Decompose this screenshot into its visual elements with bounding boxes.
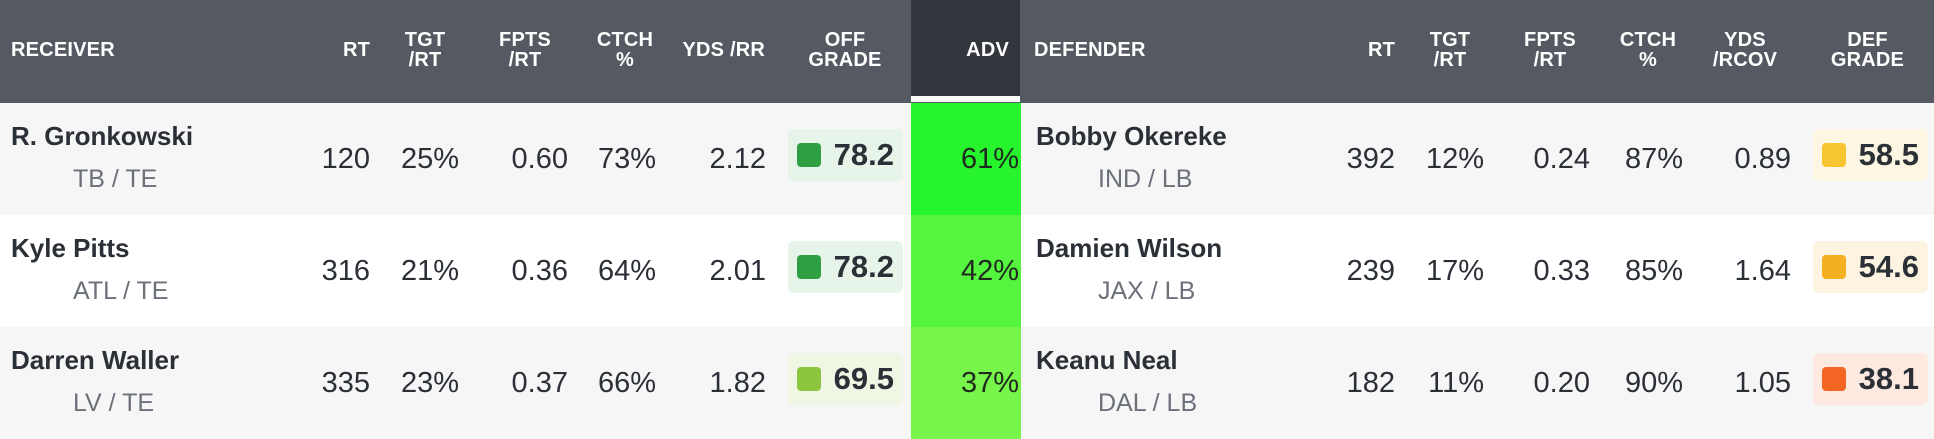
def-grade-badge: 38.1 [1813, 353, 1928, 405]
d-yds-rcov-cell: 1.64 [1734, 254, 1791, 287]
receiver-team-position: ATL / TE [73, 277, 169, 305]
receiver-team-position: TB / TE [73, 165, 158, 193]
header-d-ctch[interactable]: CTCH% [1619, 29, 1677, 71]
tgt-rt-cell: 21% [400, 254, 459, 287]
receiver-cell[interactable]: Kyle Pitts ATL / TE [11, 215, 271, 327]
yds-rr-cell: 2.01 [709, 254, 766, 287]
fpts-rt-cell: 0.60 [511, 142, 568, 175]
defender-cell[interactable]: Bobby Okereke IND / LB [1036, 103, 1296, 215]
adv-header-bg [911, 0, 1020, 96]
d-ctch-cell: 85% [1624, 254, 1683, 287]
header-receiver[interactable]: RECEIVER [11, 39, 115, 61]
d-rt-cell: 182 [1346, 366, 1395, 399]
def-grade-badge: 54.6 [1813, 241, 1928, 293]
header-yds-rr[interactable]: YDS /RR [682, 39, 765, 61]
off-grade-value: 78.2 [833, 137, 894, 172]
yds-rr-cell: 1.82 [709, 366, 766, 399]
receiver-team-position: LV / TE [73, 389, 155, 417]
defender-name[interactable]: Damien Wilson [1036, 233, 1223, 263]
d-tgt-rt-cell: 11% [1428, 366, 1484, 399]
fpts-rt-cell: 0.36 [511, 254, 568, 287]
def-grade-value: 54.6 [1858, 249, 1919, 284]
tgt-rt-cell: 23% [400, 366, 459, 399]
d-fpts-rt-cell: 0.24 [1533, 142, 1590, 175]
receiver-name[interactable]: R. Gronkowski [11, 121, 194, 151]
header-adv[interactable]: ADV [966, 39, 1009, 61]
d-rt-cell: 392 [1346, 142, 1395, 175]
header-fpts-rt[interactable]: FPTS/RT [499, 29, 551, 71]
off-grade-value: 78.2 [833, 249, 894, 284]
header-d-rt[interactable]: RT [1367, 39, 1395, 61]
fpts-rt-cell: 0.37 [511, 366, 568, 399]
header-off-grade[interactable]: OFF GRADE [808, 29, 882, 71]
header-d-yds-rcov[interactable]: YDS/RCOV [1712, 29, 1778, 71]
adv-cell: 37% [911, 327, 1021, 439]
defender-team-position: DAL / LB [1098, 389, 1198, 417]
d-ctch-cell: 90% [1624, 366, 1683, 399]
rt-cell: 316 [321, 254, 370, 287]
header-defender[interactable]: DEFENDER [1034, 39, 1146, 61]
grade-color-icon [1822, 255, 1846, 279]
defender-cell[interactable]: Damien Wilson JAX / LB [1036, 215, 1296, 327]
off-grade-value: 69.5 [833, 361, 894, 396]
defender-name[interactable]: Keanu Neal [1036, 345, 1178, 375]
ctch-cell: 73% [597, 142, 656, 175]
rt-cell: 120 [321, 142, 370, 175]
adv-header-underline [911, 96, 1020, 102]
header-d-fpts-rt[interactable]: FPTS/RT [1524, 29, 1576, 71]
def-grade-badge: 58.5 [1813, 129, 1928, 181]
rt-cell: 335 [321, 366, 370, 399]
d-fpts-rt-cell: 0.33 [1533, 254, 1590, 287]
grade-color-icon [797, 367, 821, 391]
grade-color-icon [797, 255, 821, 279]
d-tgt-rt-cell: 12% [1425, 142, 1484, 175]
def-grade-value: 58.5 [1858, 137, 1919, 172]
yds-rr-cell: 2.12 [709, 142, 766, 175]
d-fpts-rt-cell: 0.20 [1533, 366, 1590, 399]
d-tgt-rt-cell: 17% [1425, 254, 1484, 287]
tgt-rt-cell: 25% [400, 142, 459, 175]
off-grade-badge: 69.5 [788, 353, 903, 405]
grade-color-icon [1822, 143, 1846, 167]
off-grade-badge: 78.2 [788, 129, 903, 181]
defender-cell[interactable]: Keanu Neal DAL / LB [1036, 327, 1296, 439]
adv-cell: 42% [911, 215, 1021, 327]
grade-color-icon [797, 143, 821, 167]
grade-color-icon [1822, 367, 1846, 391]
off-grade-badge: 78.2 [788, 241, 903, 293]
ctch-cell: 66% [597, 366, 656, 399]
header-def-grade[interactable]: DEF GRADE [1830, 29, 1905, 71]
defender-name[interactable]: Bobby Okereke [1036, 121, 1227, 151]
d-yds-rcov-cell: 0.89 [1734, 142, 1791, 175]
adv-cell: 61% [911, 103, 1021, 215]
ctch-cell: 64% [597, 254, 656, 287]
d-ctch-cell: 87% [1624, 142, 1683, 175]
header-ctch[interactable]: CTCH% [596, 29, 654, 71]
defender-team-position: IND / LB [1098, 165, 1193, 193]
d-rt-cell: 239 [1346, 254, 1395, 287]
header-rt[interactable]: RT [342, 39, 370, 61]
defender-team-position: JAX / LB [1098, 277, 1196, 305]
def-grade-value: 38.1 [1858, 361, 1919, 396]
receiver-cell[interactable]: Darren Waller LV / TE [11, 327, 271, 439]
receiver-name[interactable]: Kyle Pitts [11, 233, 130, 263]
header-tgt-rt[interactable]: TGT/RT [404, 29, 446, 71]
receiver-name[interactable]: Darren Waller [11, 345, 180, 375]
receiver-cell[interactable]: R. Gronkowski TB / TE [11, 103, 271, 215]
d-yds-rcov-cell: 1.05 [1734, 366, 1791, 399]
header-d-tgt-rt[interactable]: TGT/RT [1429, 29, 1471, 71]
